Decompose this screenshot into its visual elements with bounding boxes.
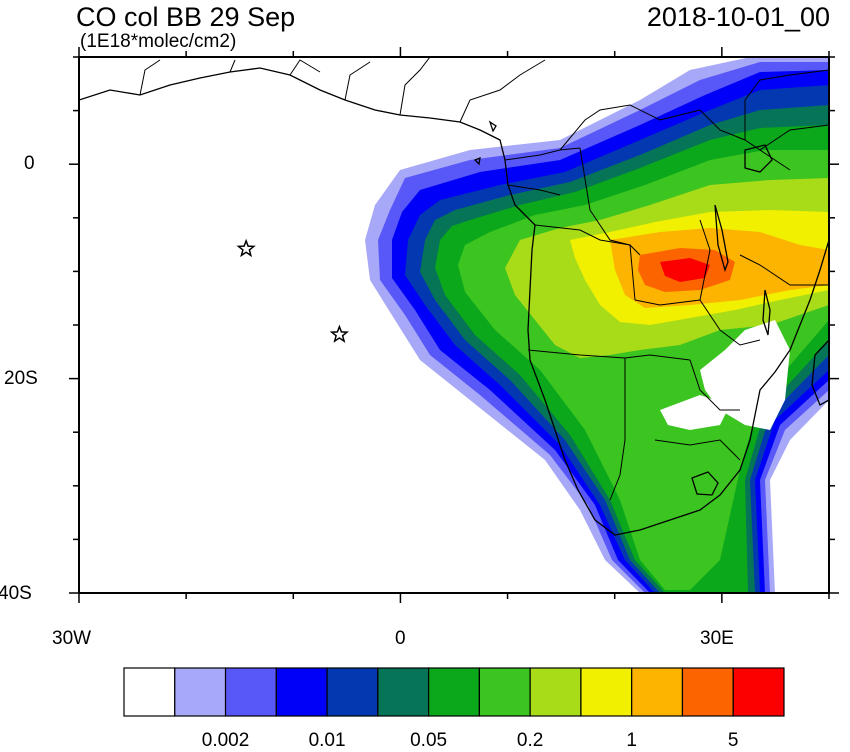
colorbar-level-label: 0.05 <box>410 730 448 751</box>
colorbar-level-label: 5 <box>727 730 739 751</box>
border-line <box>654 439 741 461</box>
lake-tanganyika <box>714 204 729 273</box>
station-markers <box>236 238 350 343</box>
colorbar-level-label: 0.2 <box>516 730 544 751</box>
border-line <box>559 104 701 151</box>
y-tick-label-40s: 40S <box>0 583 32 604</box>
border-line <box>744 69 829 140</box>
x-tick-label-30w: 30W <box>52 628 92 649</box>
border-line <box>139 59 161 96</box>
border-line <box>689 359 740 411</box>
clean-air-region-south <box>660 395 730 430</box>
border-line <box>289 59 321 76</box>
border-line <box>344 61 371 101</box>
border-line <box>459 59 546 123</box>
border-line <box>579 147 636 301</box>
colorbar-level-label: 0.01 <box>308 730 346 751</box>
lake-malawi <box>762 289 771 336</box>
co-concentration-field <box>365 57 829 593</box>
x-tick-label-0: 0 <box>395 628 406 649</box>
border-line <box>399 57 431 116</box>
lesotho-border <box>691 471 719 496</box>
y-tick-label-20s: 20S <box>4 368 38 389</box>
africa-coastline <box>79 67 829 536</box>
border-line <box>507 184 561 196</box>
valid-time-label: 2018-10-01_00 <box>646 2 830 32</box>
border-line <box>504 147 581 161</box>
colorbar-level-label: 1 <box>626 730 637 751</box>
madagascar-coastline <box>811 339 829 406</box>
country-borders <box>139 57 829 501</box>
coastlines <box>79 67 829 536</box>
plume-level-red <box>660 258 710 282</box>
border-line <box>759 124 829 151</box>
border-line <box>739 254 829 286</box>
colorbar-level-label: 0.002 <box>201 730 250 751</box>
star-marker-icon <box>236 238 256 258</box>
island-bioko <box>488 120 497 133</box>
border-line <box>534 224 641 256</box>
island-sao-tome <box>473 156 481 166</box>
border-line <box>609 358 626 501</box>
map-title: CO col BB 29 Sep <box>76 2 296 32</box>
units-label: (1E18*molec/cm2) <box>80 31 237 52</box>
star-marker-icon <box>329 324 350 343</box>
border-line <box>699 299 761 346</box>
border-line <box>229 59 236 73</box>
x-tick-label-30e: 30E <box>700 628 734 649</box>
plot-frame <box>69 47 839 603</box>
lake-victoria <box>744 144 773 173</box>
y-tick-label-0: 0 <box>24 153 35 174</box>
